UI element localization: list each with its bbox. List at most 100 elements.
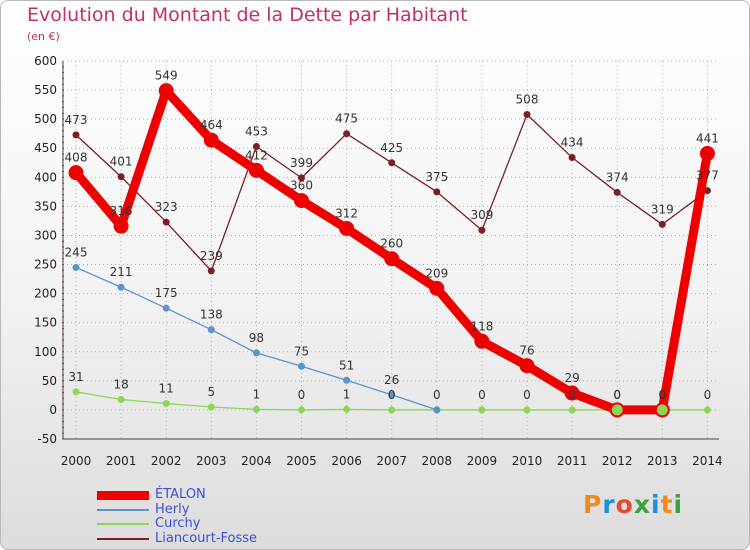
data-label-herly: 75	[294, 344, 309, 358]
data-point-curchy	[568, 406, 576, 414]
data-label-curchy: 11	[159, 382, 174, 396]
logo-letter: r	[602, 490, 616, 519]
data-point-curchy	[252, 405, 260, 413]
data-label-curchy: 1	[343, 387, 351, 401]
data-label-etalon: 549	[155, 69, 178, 83]
data-label-layer: 473 401 323 239 453 399 475 425 375 309 508 434 374 3…	[65, 69, 719, 402]
data-point-curchy	[478, 406, 486, 414]
data-point-liancourt-fosse	[388, 159, 396, 167]
legend-swatch-curchy	[97, 523, 149, 526]
data-point-liancourt-fosse	[162, 218, 170, 226]
data-label-etalon: 316	[110, 204, 133, 218]
data-label-curchy: 31	[68, 370, 83, 384]
data-point-liancourt-fosse	[207, 267, 215, 275]
data-point-liancourt-fosse	[658, 220, 666, 228]
data-label-liancourt-fosse: 475	[335, 112, 358, 126]
data-label-etalon: 441	[696, 131, 719, 145]
data-label-etalon: 360	[290, 179, 313, 193]
data-point-liancourt-fosse	[117, 173, 125, 181]
data-label-liancourt-fosse: 374	[606, 170, 629, 184]
data-label-curchy: 0	[523, 388, 531, 402]
data-label-curchy: 18	[113, 377, 128, 391]
data-label-etalon: 76	[519, 344, 534, 358]
data-label-liancourt-fosse: 473	[65, 113, 88, 127]
data-label-herly: 211	[110, 265, 133, 279]
data-label-etalon: 0	[613, 388, 621, 402]
logo-letter: i	[651, 490, 661, 519]
y-tick-label: 450	[34, 141, 57, 155]
data-point-curchy	[162, 400, 170, 408]
data-point-herly	[117, 283, 125, 291]
data-point-etalon	[429, 280, 445, 296]
data-label-liancourt-fosse: 377	[696, 169, 719, 183]
x-tick-label: 2010	[512, 454, 543, 468]
data-label-etalon: 464	[200, 118, 223, 132]
x-tick-label: 2012	[602, 454, 633, 468]
x-tick-label: 2005	[286, 454, 317, 468]
data-label-liancourt-fosse: 425	[380, 141, 403, 155]
data-point-etalon	[654, 402, 670, 418]
data-label-curchy: 1	[253, 387, 261, 401]
data-point-etalon	[474, 333, 490, 349]
x-tick-label: 2009	[467, 454, 498, 468]
y-tick-label: 300	[34, 228, 57, 242]
logo-letter: P	[583, 490, 603, 519]
data-label-etalon: 412	[245, 148, 268, 162]
data-point-curchy	[207, 403, 215, 411]
chart-title: Evolution du Montant de la Dette par Hab…	[27, 4, 468, 26]
data-label-etalon: 312	[335, 206, 358, 220]
legend-item-herly: Herly	[97, 502, 257, 518]
proxiti-logo: Proxiti	[583, 490, 683, 519]
legend-item-etalon: ÉTALON	[97, 488, 257, 503]
data-point-herly	[72, 263, 80, 271]
x-tick-label: 2014	[692, 454, 723, 468]
y-tick-label: 250	[34, 258, 57, 272]
x-tick-label: 2011	[557, 454, 588, 468]
data-point-etalon	[519, 358, 535, 374]
legend-swatch-herly	[97, 508, 149, 511]
data-point-curchy	[298, 406, 305, 414]
data-label-herly: 175	[155, 286, 178, 300]
x-tick-label: 2000	[61, 454, 92, 468]
data-label-curchy: 0	[568, 388, 576, 402]
y-tick-label: 100	[34, 345, 57, 359]
data-point-liancourt-fosse	[478, 226, 486, 234]
data-point-etalon	[203, 132, 219, 148]
y-tick-label: 550	[34, 83, 57, 97]
data-label-herly: 138	[200, 308, 223, 322]
data-label-curchy: 0	[613, 388, 621, 402]
y-tick-label: 500	[34, 112, 57, 126]
axis-layer: -500501001502002503003504004505005506002…	[34, 54, 723, 468]
data-point-herly	[207, 326, 215, 334]
data-point-liancourt-fosse	[72, 131, 80, 139]
data-label-herly: 26	[384, 373, 399, 387]
data-label-etalon: 118	[470, 319, 493, 333]
y-tick-label: 400	[34, 170, 57, 184]
data-label-curchy: 0	[298, 388, 306, 402]
y-tick-label: 350	[34, 199, 57, 213]
data-point-etalon	[339, 220, 355, 236]
data-point-herly	[388, 391, 396, 399]
data-point-liancourt-fosse	[298, 174, 305, 182]
x-tick-label: 2013	[647, 454, 678, 468]
logo-letter: i	[673, 490, 684, 519]
data-label-herly: 98	[249, 331, 264, 345]
data-point-curchy	[72, 388, 80, 396]
y-tick-label: 200	[34, 287, 57, 301]
data-point-curchy	[523, 406, 531, 414]
data-point-etalon	[113, 218, 129, 234]
data-label-liancourt-fosse: 434	[561, 136, 584, 150]
logo-letter: x	[633, 490, 651, 519]
x-tick-label: 2002	[151, 454, 182, 468]
series-layer	[68, 83, 715, 418]
data-label-curchy: 5	[207, 385, 215, 399]
data-label-liancourt-fosse: 399	[290, 156, 313, 170]
data-point-etalon	[294, 193, 309, 209]
data-label-etalon: 29	[564, 371, 579, 385]
x-tick-label: 2003	[196, 454, 227, 468]
data-point-herly	[298, 362, 305, 370]
data-point-etalon	[384, 251, 400, 267]
data-label-curchy: 0	[704, 388, 712, 402]
legend-label-etalon: ÉTALON	[155, 487, 206, 503]
